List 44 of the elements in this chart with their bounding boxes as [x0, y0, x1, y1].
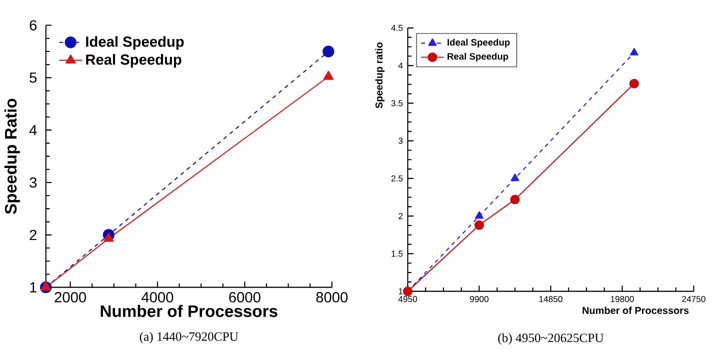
y-tick-label: 1: [398, 288, 403, 294]
y-tick-label: 2: [398, 212, 403, 220]
y-tick-label: 3: [30, 177, 37, 188]
x-tick-label: 4950: [398, 296, 417, 302]
x-tick-label: 14850: [539, 296, 562, 302]
point: [630, 48, 638, 56]
x-tick-label: 19800: [610, 296, 634, 302]
point: [510, 194, 520, 204]
y-tick-label: 1.5: [392, 250, 403, 257]
y-axis-title: Speedup Ratio: [4, 98, 20, 214]
legend-label: Real Speedup: [86, 54, 182, 68]
y-tick-label: 4: [398, 62, 403, 68]
point: [475, 211, 484, 219]
y-tick-label: 1: [30, 282, 36, 292]
y-tick-label: 2.5: [391, 175, 403, 182]
x-tick-label: 6000: [229, 292, 260, 302]
point: [104, 232, 114, 242]
y-axis-title: Speedup ratio: [375, 42, 385, 108]
legend-label: Ideal Speedup: [448, 38, 510, 48]
text: (b) 4950~20625CPU: [498, 333, 604, 345]
point: [40, 281, 52, 290]
point: [629, 78, 639, 88]
x-tick-label: 24750: [682, 296, 706, 302]
x-axis-title: Number of Processors: [582, 306, 689, 314]
text: (a) 1440~7920CPU: [140, 332, 238, 344]
x-tick-label: 8000: [316, 292, 348, 302]
y-tick-label: 5: [30, 72, 37, 83]
point: [323, 70, 334, 80]
y-tick-label: 3: [398, 138, 403, 144]
point: [474, 220, 484, 230]
y-tick-label: 2: [30, 230, 36, 240]
point: [402, 286, 413, 296]
x-tick-label: 2000: [54, 292, 86, 302]
x-tick-label: 4000: [142, 292, 174, 302]
y-tick-label: 3.5: [391, 100, 403, 106]
y-tick-label: 4.5: [391, 24, 403, 31]
legend-label: Real Speedup: [448, 52, 508, 62]
legend-label: Ideal Speedup: [86, 36, 184, 50]
x-axis-title: Number of Processors: [100, 304, 278, 318]
x-tick-label: 9900: [470, 296, 488, 302]
y-tick-label: 6: [30, 20, 37, 30]
y-tick-label: 4: [29, 124, 37, 136]
point: [322, 46, 334, 58]
point: [510, 174, 520, 182]
